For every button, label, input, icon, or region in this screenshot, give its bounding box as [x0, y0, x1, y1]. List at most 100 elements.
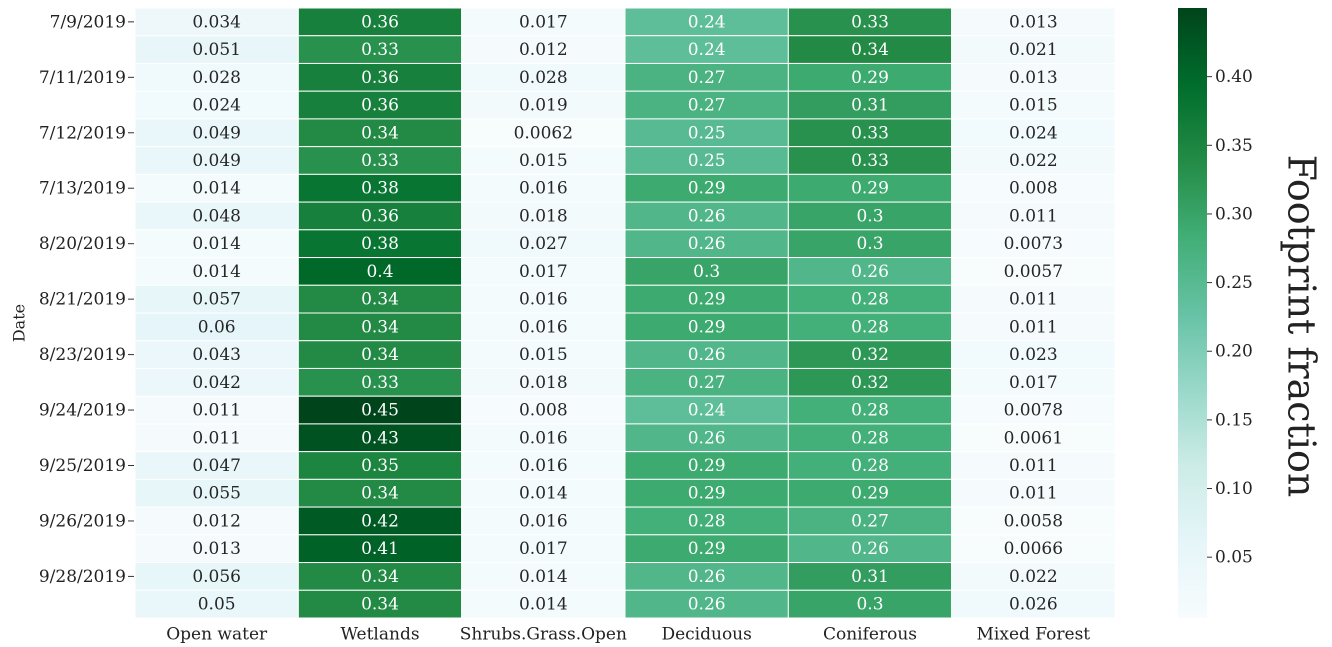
y-tick-label: 7/11/2019 [39, 68, 126, 88]
cell-label: 0.0057 [1004, 262, 1063, 282]
cell-label: 0.023 [1009, 345, 1058, 365]
cell-label: 0.014 [192, 262, 241, 282]
cell-label: 0.33 [851, 12, 889, 32]
y-tick-label: 7/9/2019 [50, 12, 126, 32]
heatmap-cell [787, 395, 953, 425]
cell-label: 0.38 [361, 234, 399, 254]
cell-label: 0.056 [192, 567, 241, 587]
heatmap-cell [951, 35, 1116, 64]
cell-label: 0.43 [361, 428, 399, 448]
cell-label: 0.33 [361, 40, 399, 60]
cell-label: 0.011 [1009, 484, 1058, 504]
cell-label: 0.043 [192, 345, 241, 365]
colorbar-tick-label: 0.05 [1215, 548, 1253, 568]
cell-label: 0.34 [361, 123, 399, 143]
cell-label: 0.024 [1009, 123, 1058, 143]
cell-label: 0.012 [519, 40, 568, 60]
heatmap-cell [624, 506, 789, 536]
heatmap-cell [951, 284, 1116, 314]
heatmap-cell [787, 478, 953, 508]
colorbar-tick-label: 0.30 [1215, 204, 1253, 224]
heatmap-cell [624, 118, 789, 148]
heatmap-cell [951, 562, 1116, 591]
cell-label: 0.008 [519, 401, 568, 421]
heatmap-cell [134, 562, 299, 591]
x-tick-label: Mixed Forest [977, 625, 1091, 645]
cell-label: 0.014 [519, 567, 568, 587]
colorbar-tick-label: 0.15 [1215, 410, 1253, 430]
cell-label: 0.27 [688, 373, 726, 393]
heatmap-cell [134, 589, 299, 619]
cell-label: 0.29 [851, 68, 889, 88]
cell-label: 0.35 [361, 456, 399, 476]
cell-label: 0.024 [192, 96, 241, 116]
cell-label: 0.26 [688, 234, 726, 254]
heatmap-cell [134, 340, 299, 369]
heatmap-cell [461, 451, 626, 480]
heatmap-cell [461, 90, 626, 120]
heatmap-cell [461, 562, 626, 591]
cell-label: 0.33 [851, 151, 889, 171]
heatmap-cell [624, 395, 789, 425]
cell-label: 0.016 [519, 428, 568, 448]
heatmap-cell [951, 173, 1116, 203]
heatmap-cell [297, 451, 463, 480]
cell-label: 0.36 [361, 12, 399, 32]
cell-label: 0.34 [361, 345, 399, 365]
heatmap-cell [951, 146, 1116, 175]
heatmap-cell [787, 229, 953, 259]
cell-label: 0.34 [361, 484, 399, 504]
cell-label: 0.42 [361, 511, 399, 531]
cell-label: 0.29 [688, 539, 726, 559]
cell-label: 0.3 [856, 234, 883, 254]
cell-label: 0.0073 [1004, 234, 1063, 254]
cell-label: 0.0058 [1004, 511, 1063, 531]
cell-label: 0.31 [851, 96, 889, 116]
heatmap-cell [624, 589, 789, 619]
heatmap-cell [134, 173, 299, 203]
heatmap-cell [134, 257, 299, 286]
cell-label: 0.016 [519, 179, 568, 199]
cell-label: 0.29 [688, 484, 726, 504]
cell-label: 0.24 [688, 401, 726, 421]
heatmap-cell [461, 229, 626, 259]
cell-label: 0.26 [688, 428, 726, 448]
cell-label: 0.4 [366, 262, 393, 282]
heatmap-cell [297, 506, 463, 536]
y-tick-label: 9/26/2019 [39, 511, 126, 531]
heatmap-cell [624, 284, 789, 314]
cell-label: 0.013 [192, 539, 241, 559]
cell-label: 0.45 [361, 401, 399, 421]
cell-label: 0.32 [851, 373, 889, 393]
heatmap-cell [134, 312, 299, 342]
heatmap-cell [624, 340, 789, 369]
cell-label: 0.28 [851, 317, 889, 337]
cell-label: 0.28 [688, 511, 726, 531]
cell-label: 0.29 [851, 484, 889, 504]
heatmap-cell [951, 340, 1116, 369]
cell-label: 0.25 [688, 151, 726, 171]
heatmap-cell [951, 423, 1116, 453]
cell-label: 0.26 [851, 262, 889, 282]
heatmap-cell [461, 312, 626, 342]
cell-label: 0.013 [1009, 68, 1058, 88]
heatmap-cell [134, 284, 299, 314]
heatmap-cell [134, 423, 299, 453]
heatmap-cell [624, 451, 789, 480]
cell-label: 0.0061 [1004, 428, 1063, 448]
heatmap-cell [134, 367, 299, 397]
cell-label: 0.014 [192, 179, 241, 199]
colorbar-tick-label: 0.40 [1215, 67, 1253, 87]
heatmap-cell [134, 7, 299, 37]
cell-label: 0.011 [1009, 206, 1058, 226]
cell-label: 0.28 [851, 456, 889, 476]
y-tick-label: 7/12/2019 [39, 123, 126, 143]
cell-label: 0.028 [192, 68, 241, 88]
y-tick-label: 9/24/2019 [39, 401, 126, 421]
cell-label: 0.026 [1009, 595, 1058, 615]
cell-label: 0.38 [361, 179, 399, 199]
cell-label: 0.34 [851, 40, 889, 60]
cell-label: 0.0078 [1004, 401, 1063, 421]
heatmap-cell [461, 589, 626, 619]
